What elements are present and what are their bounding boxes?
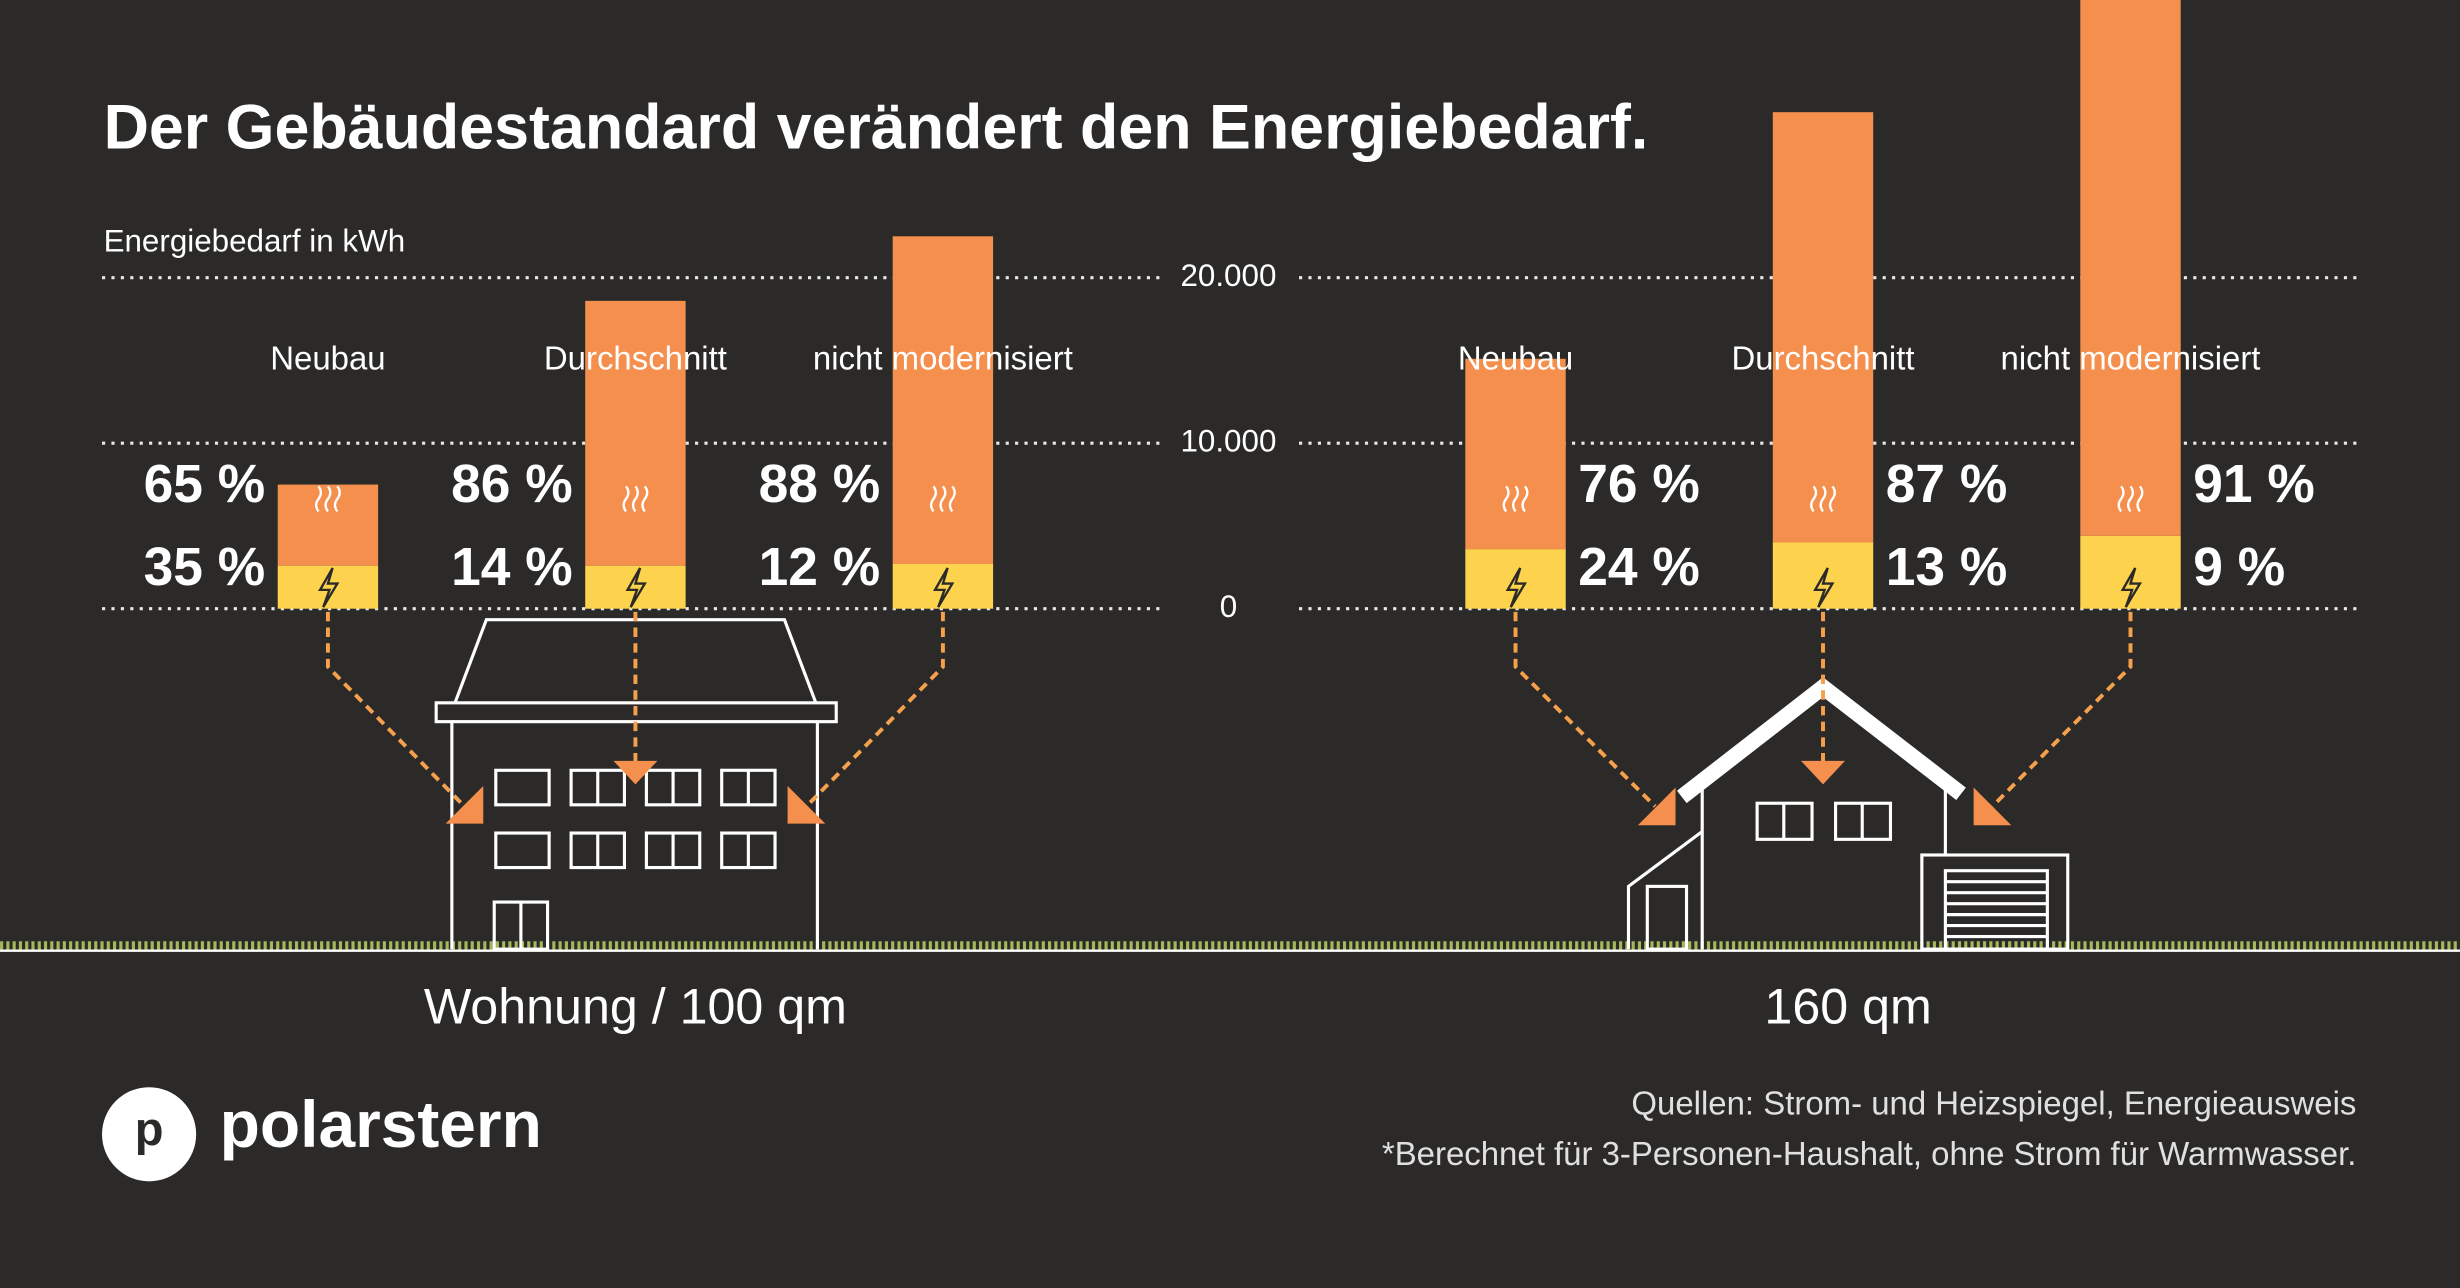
electricity-icon — [1813, 567, 1835, 608]
share-label: 65 % — [144, 455, 266, 514]
y-tick-label: 20.000 — [1180, 258, 1276, 293]
electricity-icon — [2120, 567, 2142, 608]
arrows — [325, 611, 2133, 808]
share-label: 35 % — [144, 538, 266, 597]
category-label: nicht modernisiert — [813, 340, 1073, 377]
share-label: 91 % — [2193, 455, 2315, 514]
heat-icon — [1502, 485, 1529, 513]
share-label: 76 % — [1578, 455, 1700, 514]
bar-segment — [585, 565, 686, 609]
logo-initial: p — [135, 1102, 164, 1155]
heat-icon — [314, 485, 341, 513]
share-label: 12 % — [759, 538, 881, 597]
logo-mark — [102, 1087, 197, 1182]
heat-icon — [2117, 485, 2144, 513]
electricity-icon — [318, 567, 340, 608]
bar-segment — [1772, 112, 1874, 543]
category-label: Durchschnitt — [544, 340, 727, 377]
electricity-icon — [1505, 567, 1528, 608]
logo-text: polarstern — [220, 1087, 542, 1161]
heat-icon — [622, 485, 649, 513]
house-roof — [1677, 677, 1966, 804]
sources: Quellen: Strom- und Heizspiegel, Energie… — [1631, 1085, 2356, 1122]
category-label: Neubau — [1458, 340, 1573, 377]
bar-segment — [2080, 0, 2181, 536]
bar-segment — [1465, 358, 1566, 550]
group-label: Wohnung / 100 qm — [424, 979, 847, 1035]
y-tick-label: 10.000 — [1180, 423, 1276, 458]
house — [1626, 781, 2070, 951]
category-label: Neubau — [270, 340, 385, 377]
heat-icon — [929, 485, 956, 513]
share-label: 24 % — [1578, 538, 1700, 597]
y-tick-label: 0 — [1220, 589, 1237, 624]
electricity-icon — [933, 567, 955, 608]
share-label: 14 % — [451, 538, 573, 597]
category-label: Durchschnitt — [1731, 340, 1914, 377]
y-axis-label: Energiebedarf in kWh — [104, 223, 406, 258]
share-label: 86 % — [451, 455, 573, 514]
category-label: nicht modernisiert — [2001, 340, 2261, 377]
share-label: 9 % — [2193, 538, 2285, 597]
electricity-icon — [625, 567, 647, 608]
share-label: 87 % — [1886, 455, 2008, 514]
chart-title: Der Gebäudestandard verändert den Energi… — [104, 92, 1649, 162]
bar-segment — [892, 236, 994, 565]
bar-segment — [277, 484, 379, 566]
share-label: 88 % — [759, 455, 881, 514]
footnote: *Berechnet für 3-Personen-Haushalt, ohne… — [1382, 1135, 2357, 1172]
group-label: 160 qm — [1764, 979, 1931, 1035]
share-label: 13 % — [1886, 538, 2008, 597]
bar-segment — [892, 564, 994, 609]
heat-icon — [1810, 485, 1836, 513]
bar-segment — [277, 565, 379, 609]
bar-segment — [585, 300, 686, 566]
